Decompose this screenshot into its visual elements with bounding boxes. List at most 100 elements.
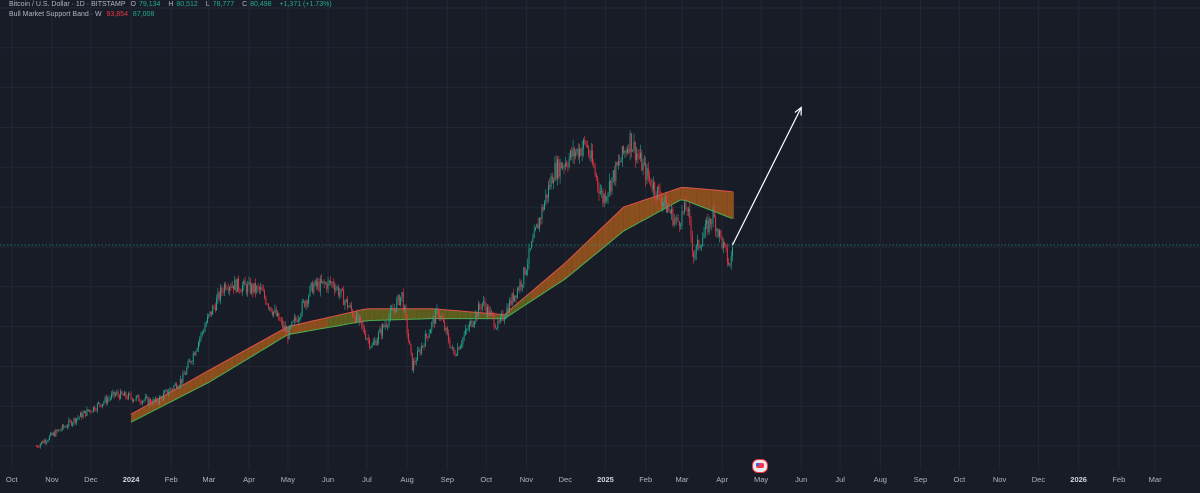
support-band-fill <box>214 364 220 380</box>
candle-body <box>681 211 683 226</box>
candle-body <box>121 391 123 395</box>
x-tick-label: Nov <box>519 475 534 484</box>
support-band-fill <box>478 312 484 319</box>
candle-body <box>378 332 380 341</box>
candle-body <box>60 429 62 431</box>
candle-body <box>494 326 496 329</box>
candle-body <box>304 300 306 307</box>
candle-body <box>490 311 492 313</box>
candle-body <box>39 443 41 447</box>
candle-body <box>222 291 224 293</box>
candle-body <box>577 148 579 158</box>
candle-body <box>111 394 113 399</box>
candle-body <box>391 308 393 310</box>
support-band-fill <box>494 313 500 319</box>
candle-body <box>524 267 526 275</box>
x-tick-label: Sep <box>440 475 455 484</box>
support-band-fill <box>229 356 235 370</box>
candle-body <box>144 397 146 401</box>
candle-body <box>573 147 575 157</box>
candle-body <box>282 320 284 328</box>
candle-body <box>344 301 346 306</box>
candle-body <box>301 301 303 315</box>
candle-body <box>92 406 94 412</box>
candle-body <box>465 329 466 335</box>
candle-body <box>257 286 259 288</box>
candle-body <box>650 178 652 186</box>
candle-body <box>59 429 61 431</box>
indicator-row[interactable]: Bull Market Support Band · W 93,854 87,0… <box>9 10 338 20</box>
candle-body <box>353 316 355 318</box>
candle-body <box>410 344 412 353</box>
candle-body <box>531 241 533 249</box>
candle-body <box>130 394 132 399</box>
candle-body <box>724 242 726 245</box>
candle-body <box>536 224 538 228</box>
candle-body <box>402 292 404 310</box>
candle-body <box>310 282 312 287</box>
candle-body <box>258 287 260 290</box>
candle-body <box>603 194 605 204</box>
candle-body <box>388 317 390 326</box>
candle-body <box>643 162 645 164</box>
candle-body <box>192 353 194 362</box>
candle-body <box>330 280 332 284</box>
candle-body <box>545 194 547 203</box>
x-tick-label: Dec <box>558 475 572 484</box>
x-tick-label: Sep <box>913 475 928 484</box>
candle-body <box>191 361 193 363</box>
candle-body <box>439 315 441 318</box>
support-band-fill <box>670 189 676 206</box>
candle-body <box>728 262 730 265</box>
candle-body <box>133 400 135 402</box>
candle-body <box>590 150 592 159</box>
candle-body <box>139 401 141 403</box>
support-band-fill <box>457 310 463 319</box>
candle-body <box>726 248 728 263</box>
candle-body <box>242 285 243 293</box>
candle-body <box>51 433 53 436</box>
candle-body <box>667 207 669 213</box>
candle-body <box>698 239 700 249</box>
candle-body <box>168 392 170 395</box>
candle-body <box>56 430 58 432</box>
candle-body <box>325 283 326 285</box>
candle-body <box>620 160 622 163</box>
candle-body <box>599 191 601 194</box>
candle-body <box>156 398 158 403</box>
candle-body <box>361 320 363 326</box>
support-band-fill <box>291 324 297 334</box>
candle-body <box>625 151 627 153</box>
candle-body <box>109 398 111 400</box>
us-flag-event-icon[interactable] <box>752 459 768 473</box>
candle-body <box>581 148 583 156</box>
candle-body <box>42 441 44 444</box>
candle-body <box>50 433 52 437</box>
support-band-fill <box>208 367 214 383</box>
candle-body <box>647 168 649 177</box>
candle-body <box>689 208 691 220</box>
support-band-upper-line <box>130 186 733 415</box>
candle-body <box>221 287 223 292</box>
candle-body <box>533 230 535 239</box>
candle-body <box>475 312 477 322</box>
candle-body <box>267 304 269 308</box>
candle-body <box>398 295 400 305</box>
candle-body <box>315 280 317 286</box>
candle-body <box>319 279 321 292</box>
candle-body <box>269 307 271 309</box>
x-tick-label: 2025 <box>597 475 614 484</box>
candle-body <box>729 264 731 266</box>
candle-body <box>122 394 124 396</box>
candle-body <box>611 177 613 192</box>
candle-body <box>547 185 549 198</box>
support-band-fill <box>405 308 412 320</box>
candle-body <box>624 151 626 153</box>
candle-body <box>664 196 666 203</box>
candle-body <box>652 182 654 190</box>
candle-body <box>296 319 298 322</box>
candle-body <box>593 163 595 168</box>
